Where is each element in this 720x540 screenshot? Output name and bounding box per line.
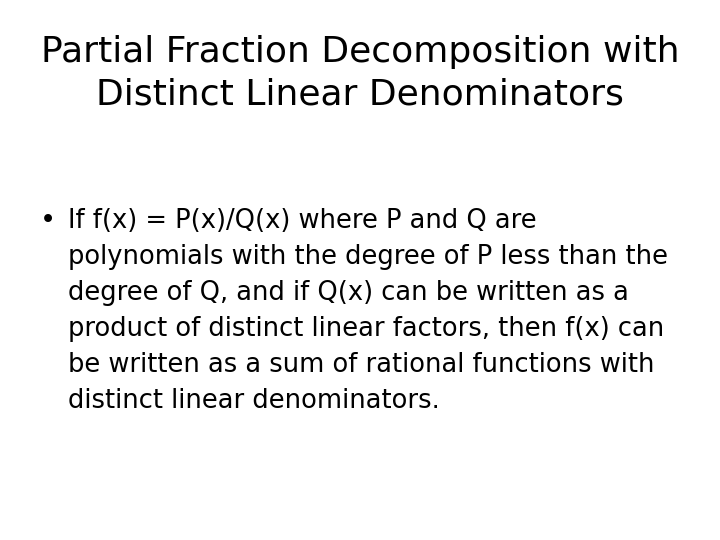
Text: •: • (40, 208, 55, 234)
Text: If f(x) = P(x)/Q(x) where P and Q are
polynomials with the degree of P less than: If f(x) = P(x)/Q(x) where P and Q are po… (68, 208, 668, 414)
Text: Partial Fraction Decomposition with
Distinct Linear Denominators: Partial Fraction Decomposition with Dist… (41, 35, 679, 111)
